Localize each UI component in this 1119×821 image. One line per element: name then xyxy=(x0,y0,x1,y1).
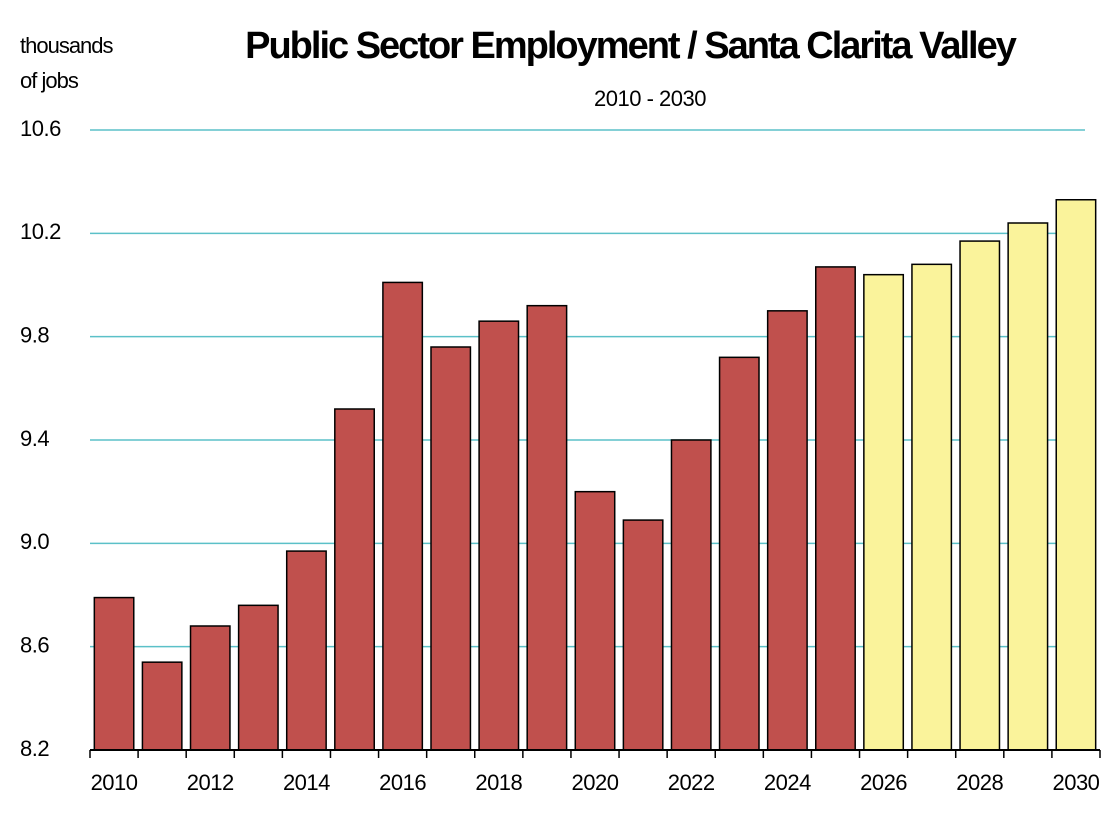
x-tick-label: 2024 xyxy=(764,770,811,795)
bar xyxy=(237,604,279,751)
x-tick-label: 2014 xyxy=(283,770,330,795)
chart-subtitle: 2010 - 2030 xyxy=(594,86,706,111)
y-axis-label: thousands xyxy=(20,33,114,58)
x-tick-label: 2026 xyxy=(860,770,907,795)
x-tick-label: 2016 xyxy=(379,770,426,795)
y-tick-label: 10.6 xyxy=(20,116,61,141)
y-tick-label: 8.2 xyxy=(20,736,49,761)
x-tick-label: 2022 xyxy=(668,770,715,795)
x-tick-label: 2010 xyxy=(91,770,138,795)
y-tick-label: 8.6 xyxy=(20,632,49,657)
bar xyxy=(718,356,760,751)
bar xyxy=(622,519,664,751)
bar xyxy=(574,490,616,751)
bar xyxy=(863,273,905,751)
x-tick-label: 2030 xyxy=(1052,770,1099,795)
y-tick-label: 10.2 xyxy=(20,219,61,244)
y-axis-label: of jobs xyxy=(20,68,79,93)
bar xyxy=(334,408,375,751)
bar xyxy=(189,625,231,751)
x-tick-label: 2028 xyxy=(956,770,1003,795)
x-tick-label: 2012 xyxy=(187,770,234,795)
bar xyxy=(670,439,712,751)
bar xyxy=(526,304,568,751)
y-tick-label: 9.4 xyxy=(20,426,49,451)
bar xyxy=(815,266,856,751)
bar xyxy=(911,263,953,751)
x-tick-label: 2020 xyxy=(572,770,619,795)
x-tick-label: 2018 xyxy=(475,770,522,795)
bar xyxy=(430,346,472,751)
bar xyxy=(285,550,327,751)
bar xyxy=(141,661,183,751)
chart-title: Public Sector Employment / Santa Clarita… xyxy=(245,25,1017,67)
bar xyxy=(766,310,808,751)
bar xyxy=(959,240,1001,751)
bar xyxy=(478,320,520,751)
y-tick-label: 9.0 xyxy=(20,529,49,554)
bar xyxy=(1055,199,1097,751)
bar xyxy=(93,596,135,751)
bar xyxy=(1007,222,1049,751)
bar xyxy=(382,281,424,751)
y-tick-label: 9.8 xyxy=(20,322,49,347)
